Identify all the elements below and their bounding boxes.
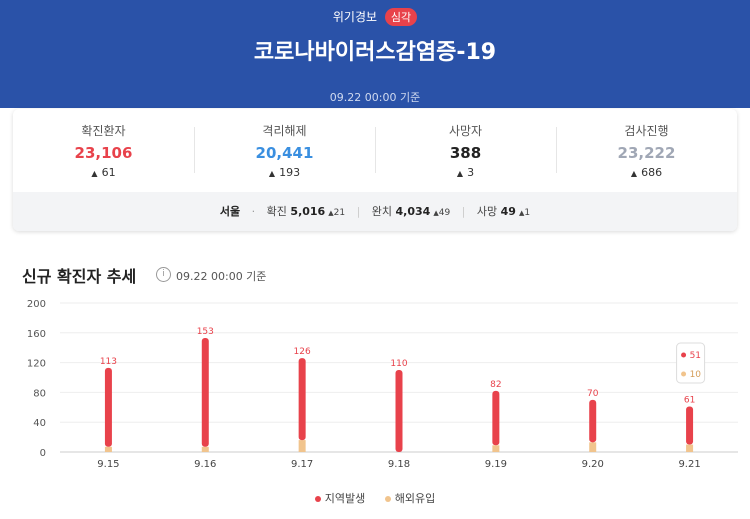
trend-title: 신규 확진자 추세 [22,267,137,286]
increase-icon: ▲ [91,169,98,178]
increase-icon: ▲ [630,169,638,178]
stat-testing[interactable]: 검사진행 23,222 ▲ 686 [556,109,737,192]
bar-total-label: 70 [587,389,599,399]
increase-icon: ▲ [518,209,525,217]
bar-total-label: 61 [684,396,695,406]
legend-item-overseas[interactable]: 해외유입 [384,490,436,506]
x-tick-label: 9.18 [388,459,410,470]
bar-overseas [589,442,597,452]
stat-released[interactable]: 격리해제 20,441 ▲ 193 [194,109,375,192]
legend-label-local: 지역발생 [324,492,366,505]
bar-overseas [492,445,500,452]
x-tick-label: 9.20 [582,459,604,470]
tooltip-value-overseas: 10 [690,370,702,380]
stat-label: 격리해제 [262,124,307,138]
chart-legend: 지역발생 해외유입 [0,490,750,506]
y-tick-label: 0 [40,448,46,459]
stat-delta-value: 3 [467,166,475,179]
stat-value: 23,106 [74,144,133,162]
x-tick-label: 9.17 [291,459,313,470]
stat-delta: ▲ 3 [375,166,556,179]
stat-deaths[interactable]: 사망자 388 ▲ 3 [375,109,556,192]
bar-overseas [298,440,306,452]
seoul-confirmed-value: 5,016 [290,205,326,218]
tooltip-dot-overseas [681,371,687,377]
stats-row: 확진환자 23,106 ▲ 61 격리해제 20,441 ▲ 193 사망자 388… [13,109,737,192]
seoul-released-label: 완치 [371,205,393,218]
stat-delta-value: 61 [101,166,116,179]
stat-delta: ▲ 61 [13,166,194,179]
bar-local[interactable] [492,390,500,446]
bar-total-label: 110 [390,359,407,369]
increase-icon: ▲ [433,209,439,217]
stat-value: 23,222 [617,144,676,162]
legend-label-overseas: 해외유입 [394,492,436,505]
bar-overseas [104,446,112,452]
stat-label: 사망자 [448,124,483,138]
bar-total-label: 126 [294,347,311,357]
stats-card: 확진환자 23,106 ▲ 61 격리해제 20,441 ▲ 193 사망자 388… [13,109,737,231]
bar-local[interactable] [589,399,597,443]
separator-dot: · [251,205,256,218]
region-name: 서울 [219,205,241,218]
stat-label: 검사진행 [624,124,669,138]
seoul-confirmed-label: 확진 [266,205,287,218]
seoul-deaths-delta: 1 [524,208,531,218]
increase-icon: ▲ [328,209,334,217]
new-cases-chart: 0 40 80 120 160 200 113 9.15 153 9.16 126 9.17 110 9.… [27,299,738,470]
stat-value: 388 [449,144,482,162]
x-tick-label: 9.16 [194,459,216,470]
bar-local[interactable] [201,338,209,447]
stat-confirmed[interactable]: 확진환자 23,106 ▲ 61 [13,109,194,192]
y-tick-label: 160 [27,329,46,340]
trend-basis-time: 09.22 00:00 기준 [176,270,267,283]
x-tick-label: 9.21 [678,459,700,470]
bar-overseas [686,444,694,452]
stat-delta-value: 193 [279,166,301,179]
stat-delta-value: 686 [641,166,663,179]
alert-label: 위기경보 [332,10,378,24]
increase-icon: ▲ [456,169,464,178]
bar-local[interactable] [298,358,306,441]
legend-item-local[interactable]: 지역발생 [314,490,366,506]
y-tick-label: 120 [27,359,46,370]
bar-local[interactable] [686,406,694,445]
page-title: 코로나바이러스감염증-19 [253,40,497,65]
seoul-deaths-value: 49 [500,205,516,218]
bar-total-label: 82 [490,380,501,390]
bar-local[interactable] [104,367,112,447]
alert-level-badge: 심각 [384,8,418,26]
divider: | [356,205,361,218]
bar-local[interactable] [395,370,403,452]
y-tick-label: 200 [27,299,46,310]
seoul-summary[interactable]: 서울 · 확진 5,016 ▲21 | 완치 4,034 ▲49 | 사망 49 ▲1 [13,192,737,231]
x-tick-label: 9.15 [97,459,119,470]
tooltip-value-local: 51 [690,351,701,361]
header-banner: 위기경보 심각 코로나바이러스감염증-19 09.22 00:00 기준 [0,0,750,108]
alert-row: 위기경보 심각 [0,8,750,26]
basis-time: 09.22 00:00 기준 [329,91,421,104]
bar-overseas [201,446,209,452]
info-icon[interactable]: i [156,267,171,282]
legend-dot-overseas [384,496,391,502]
x-tick-label: 9.19 [485,459,507,470]
bar-total-label: 153 [197,327,214,337]
stat-delta: ▲ 686 [556,166,737,179]
seoul-deaths-label: 사망 [476,205,498,218]
increase-icon: ▲ [268,169,276,178]
divider: | [461,205,466,218]
tooltip-dot-local [681,352,687,358]
stat-label: 확진환자 [81,124,126,138]
seoul-released-delta: 49 [438,208,451,218]
bar-total-label: 113 [100,357,117,367]
stat-value: 20,441 [255,144,314,162]
legend-dot-local [314,496,321,502]
stat-delta: ▲ 193 [194,166,375,179]
y-tick-label: 80 [33,388,46,399]
seoul-confirmed-delta: 21 [333,208,346,218]
y-tick-label: 40 [33,418,46,429]
seoul-released-value: 4,034 [395,205,431,218]
